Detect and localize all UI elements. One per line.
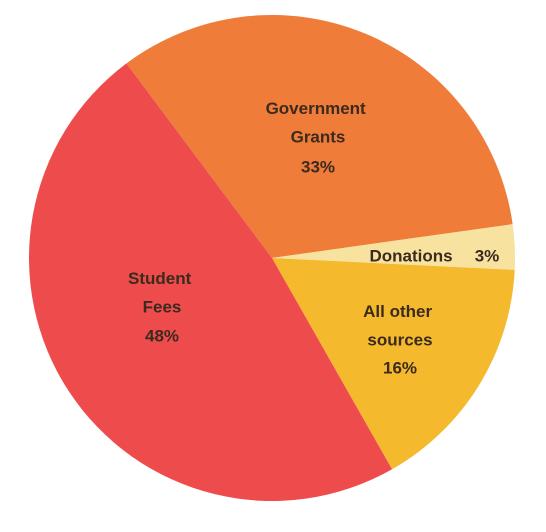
- slice-value-label: 3%: [475, 246, 500, 265]
- pie-slice: [272, 224, 515, 270]
- slice-label: Government Grants: [266, 99, 371, 147]
- slice-value-label: 16%: [383, 358, 417, 377]
- slice-label: Student Fees: [128, 269, 196, 317]
- slice-label: Donations: [369, 246, 452, 265]
- pie-slice: [272, 258, 515, 470]
- slice-value-label: 33%: [301, 157, 335, 176]
- pie-slice: [29, 63, 393, 501]
- slice-value-label: 48%: [145, 326, 179, 345]
- pie-slice: [126, 14, 513, 259]
- slice-label: All other sources: [363, 302, 437, 350]
